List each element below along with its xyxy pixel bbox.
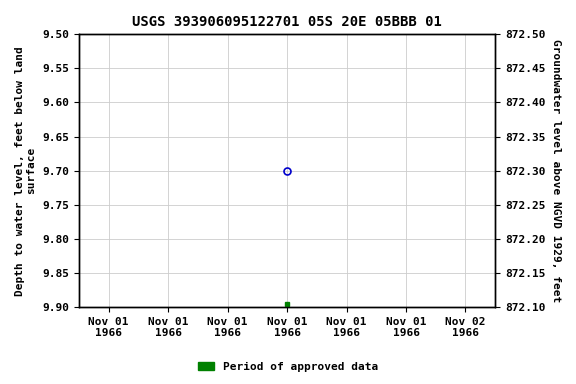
Legend: Period of approved data: Period of approved data xyxy=(193,358,383,377)
Y-axis label: Groundwater level above NGVD 1929, feet: Groundwater level above NGVD 1929, feet xyxy=(551,39,561,302)
Y-axis label: Depth to water level, feet below land
surface: Depth to water level, feet below land su… xyxy=(15,46,37,296)
Title: USGS 393906095122701 05S 20E 05BBB 01: USGS 393906095122701 05S 20E 05BBB 01 xyxy=(132,15,442,29)
